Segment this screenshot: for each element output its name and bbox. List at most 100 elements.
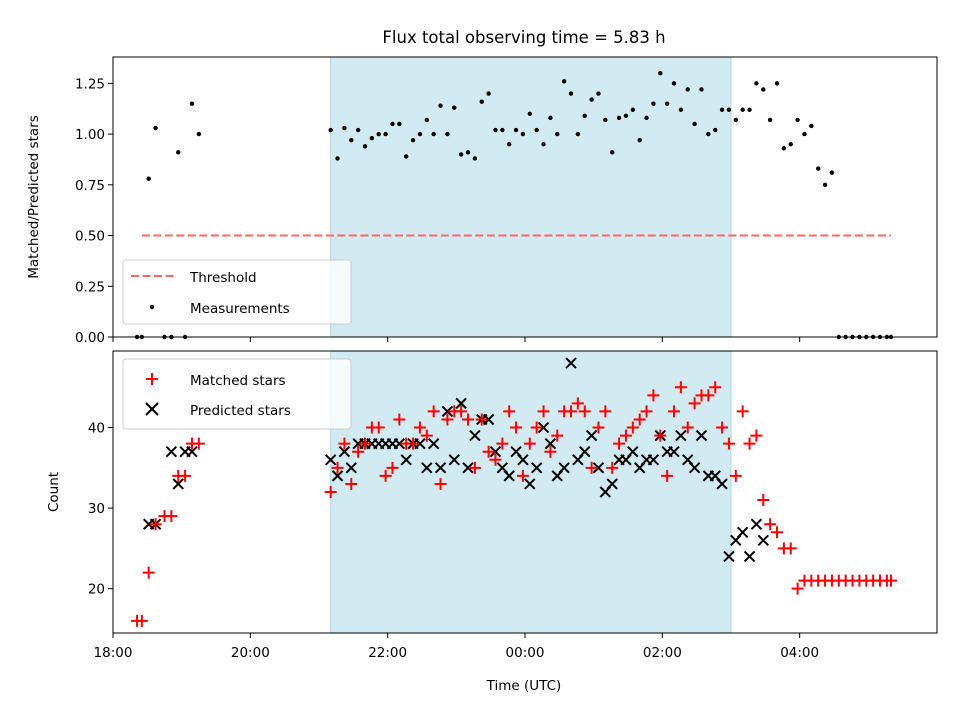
- measurement-point: [176, 150, 181, 155]
- measurement-point: [196, 131, 202, 137]
- predicted-stars-point: [558, 462, 570, 474]
- measurement-point: [822, 182, 828, 188]
- measurement-point: [520, 131, 526, 137]
- predicted-stars-point: [503, 470, 515, 482]
- measurement-point: [390, 121, 395, 127]
- predicted-stars-point: [627, 446, 639, 458]
- measurement-point: [513, 127, 519, 133]
- measurement-point: [774, 81, 780, 86]
- predicted-stars-point: [544, 437, 557, 450]
- observing-time-span-top: [330, 56, 732, 338]
- xtick-label: 18:00: [94, 645, 133, 661]
- predicted-stars-point: [647, 454, 660, 466]
- matched-stars-point: [619, 429, 632, 442]
- matched-stars-point: [613, 437, 626, 450]
- measurement-point: [376, 131, 381, 137]
- measurement-point: [678, 107, 684, 112]
- top-ytick-label: 0.00: [75, 330, 105, 346]
- legend-predicted-label: Predicted stars: [190, 403, 291, 419]
- matched-stars-point: [352, 445, 365, 458]
- predicted-stars-point: [517, 454, 529, 466]
- predicted-stars-point: [688, 462, 701, 474]
- legend-measurements-swatch: [149, 304, 155, 310]
- matched-stars-point: [496, 437, 509, 450]
- measurement-point: [349, 137, 354, 143]
- measurement-point: [664, 101, 670, 106]
- measurement-point: [189, 101, 195, 106]
- measurement-point: [733, 117, 739, 123]
- predicted-stars-point: [592, 462, 605, 474]
- measurement-point: [829, 170, 835, 175]
- matched-stars-point: [722, 437, 735, 450]
- predicted-stars-point: [716, 478, 728, 490]
- measurement-point: [342, 125, 347, 131]
- measurement-point: [699, 87, 704, 92]
- predicted-stars-point: [186, 446, 198, 458]
- legend-predicted-swatch: [145, 402, 159, 416]
- matched-stars-point: [702, 389, 715, 402]
- top-ytick-label: 0.25: [75, 279, 105, 295]
- bottom-series-layer: [131, 357, 897, 627]
- matched-stars-point: [544, 445, 557, 458]
- measurement-point: [568, 91, 574, 96]
- matched-stars-point: [743, 437, 756, 450]
- matched-stars-point: [427, 405, 440, 418]
- predicted-stars-point: [675, 429, 687, 442]
- measurement-point: [541, 142, 546, 147]
- predicted-stars-point: [736, 526, 749, 538]
- matched-stars-point: [551, 429, 564, 442]
- matched-stars-point: [338, 437, 351, 450]
- top-x-ticks: [112, 337, 801, 342]
- matched-stars-point: [647, 389, 660, 402]
- matched-stars-point: [142, 566, 155, 579]
- measurement-point: [610, 150, 615, 155]
- bottom-panel: 20 30 40 18:00 20:00 22:00 00:00 02:00 04:00 Co…: [46, 350, 938, 694]
- measurement-point: [445, 131, 450, 137]
- matched-stars-point: [729, 469, 742, 482]
- legend-matched-label: Matched stars: [190, 373, 286, 389]
- measurement-point: [397, 121, 402, 127]
- measurement-point: [747, 107, 752, 112]
- measurement-point: [500, 127, 505, 133]
- measurement-point: [589, 97, 594, 102]
- matched-stars-point: [688, 397, 701, 410]
- measurement-point: [452, 105, 457, 110]
- measurement-point: [465, 150, 471, 155]
- measurement-point: [479, 99, 484, 104]
- bottom-y-axis-label: Count: [46, 472, 62, 512]
- matched-stars-point: [537, 405, 550, 418]
- measurement-point: [671, 81, 677, 86]
- xtick-label: 22:00: [368, 645, 407, 661]
- measurement-point: [582, 113, 587, 119]
- measurement-point: [527, 111, 533, 117]
- predicted-stars-point: [469, 429, 481, 442]
- matched-stars-point: [482, 445, 495, 458]
- matched-stars-point: [585, 461, 598, 474]
- predicted-stars-point: [695, 429, 708, 442]
- matched-stars-point: [626, 421, 639, 434]
- measurement-point: [355, 127, 361, 133]
- matched-stars-point: [523, 437, 536, 450]
- measurement-point: [369, 135, 375, 141]
- measurement-point: [623, 113, 629, 119]
- predicted-stars-point: [345, 462, 357, 474]
- predicted-stars-point: [324, 454, 337, 466]
- predicted-stars-point: [462, 462, 474, 474]
- matched-stars-point: [441, 413, 454, 426]
- measurement-point: [616, 115, 622, 121]
- matched-stars-point: [179, 469, 192, 482]
- legend-measurements-label: Measurements: [190, 301, 290, 317]
- measurement-point: [788, 142, 793, 147]
- predicted-stars-point: [441, 405, 454, 418]
- bottom-ytick-label: 40: [88, 421, 105, 437]
- measurement-point: [761, 87, 766, 92]
- predicted-stars-point: [434, 462, 447, 474]
- predicted-stars-point: [448, 454, 460, 466]
- measurement-point: [362, 144, 368, 149]
- measurement-point: [644, 115, 649, 121]
- matched-stars-point: [503, 405, 516, 418]
- measurement-point: [417, 131, 423, 137]
- measurement-point: [438, 103, 443, 108]
- measurement-point: [795, 117, 800, 123]
